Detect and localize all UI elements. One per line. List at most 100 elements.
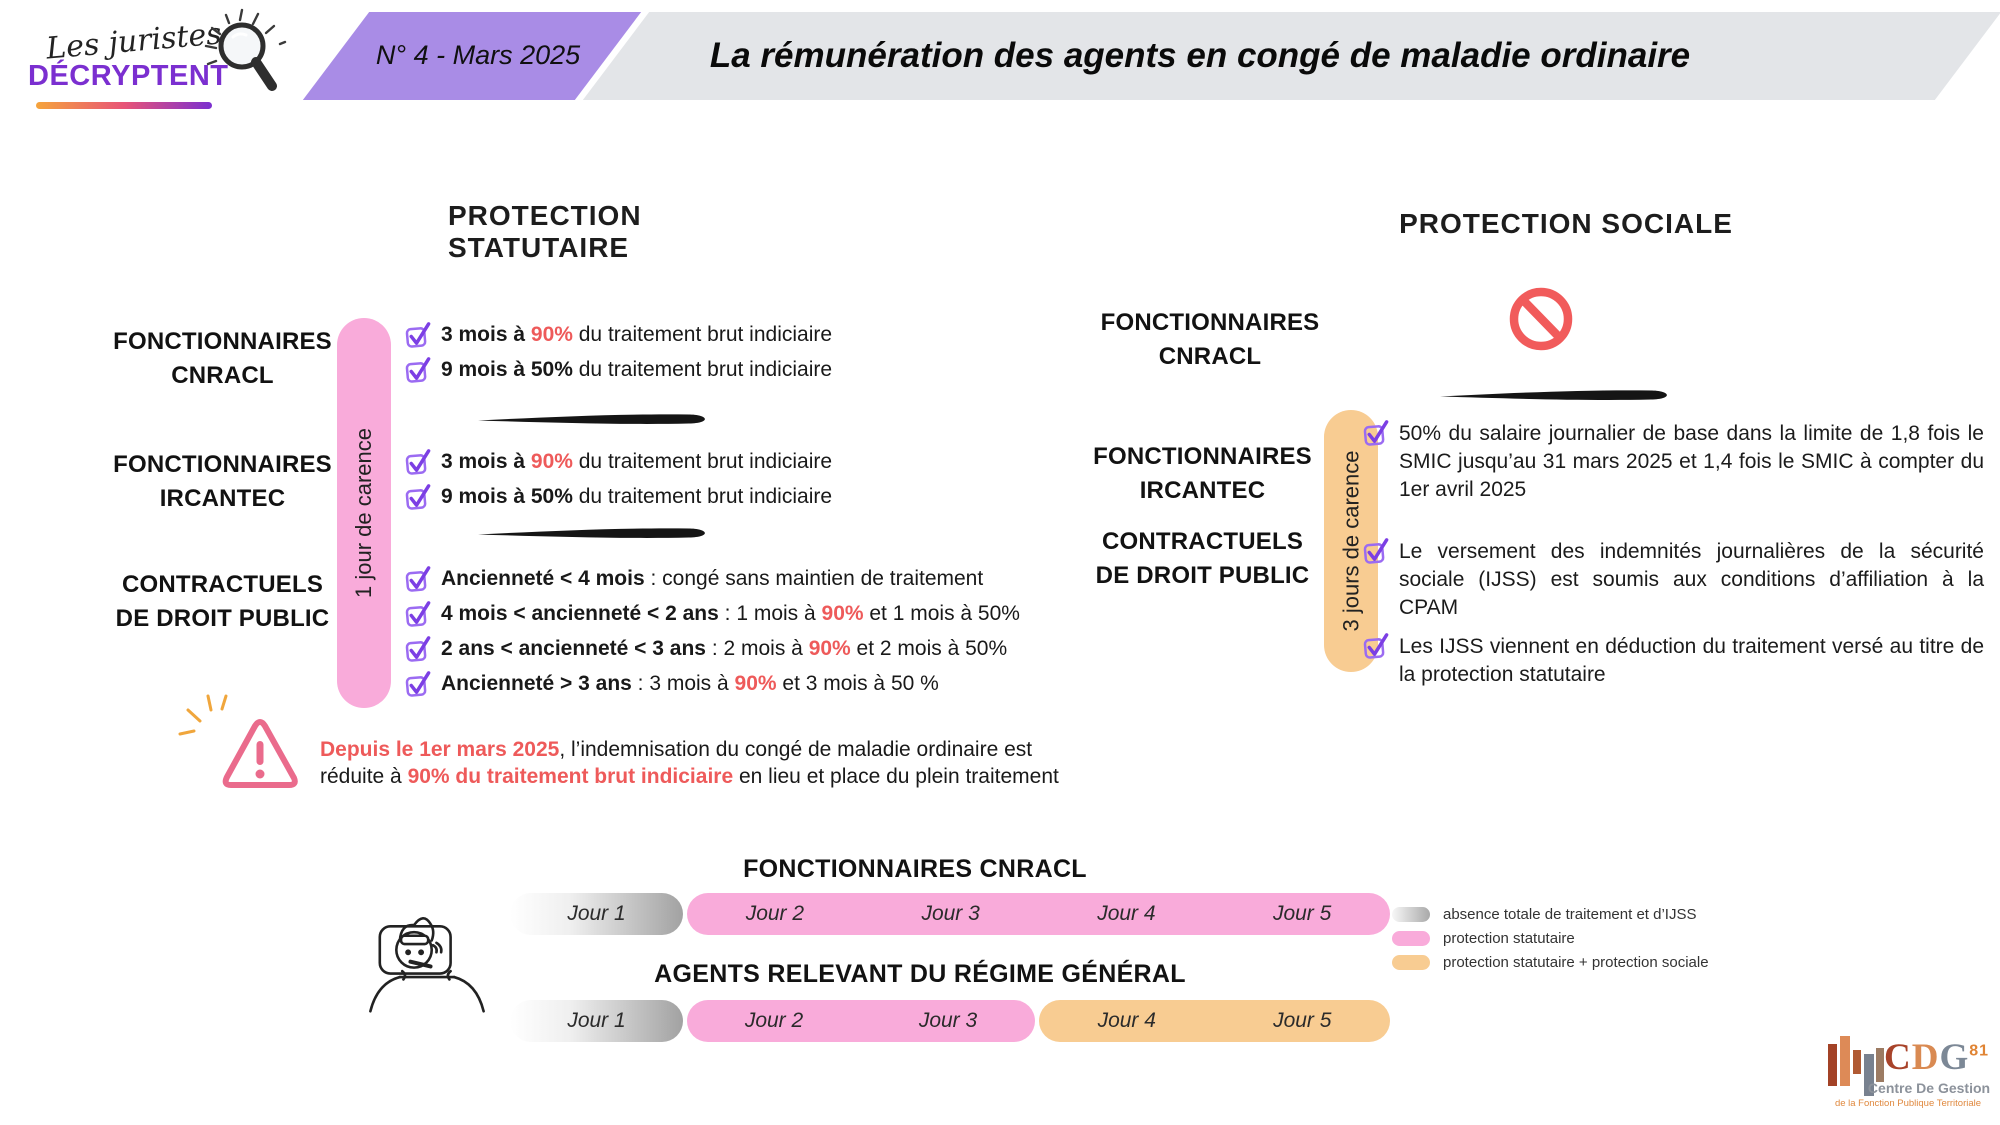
text-bold: 9 mois à 50% — [441, 358, 573, 381]
text-plain: du traitement brut indiciaire — [572, 358, 833, 381]
cdg-logo-letters: CDG81 — [1884, 1036, 1989, 1079]
text-bold: Ancienneté < 4 mois — [441, 567, 645, 590]
label-fonctionnaires-ircantec-left: FONCTIONNAIRES IRCANTEC — [110, 448, 335, 516]
day-label: Jour 2 — [744, 1009, 804, 1032]
legend-swatch-orange — [1392, 954, 1430, 970]
day-segment-gray: Jour 1 — [510, 893, 683, 935]
divider-stroke — [1440, 390, 1667, 400]
check-item-text: 50% du salaire journalier de base dans l… — [1399, 422, 1984, 501]
checkbox-icon — [1362, 420, 1389, 447]
label-contractuels-left: CONTRACTUELS DE DROIT PUBLIC — [100, 568, 345, 636]
warning-line-2: réduite à 90% du traitement brut indicia… — [320, 764, 1059, 791]
day-label: Jour 5 — [1273, 1009, 1332, 1032]
label-line: DE DROIT PUBLIC — [115, 605, 330, 632]
label-line: IRCANTEC — [159, 485, 286, 512]
check-item: Ancienneté < 4 mois : congé sans maintie… — [404, 566, 983, 593]
cdg-logo-bars — [1828, 1036, 1884, 1096]
timeline-title-cnracl: FONCTIONNAIRES CNRACL — [743, 855, 1087, 883]
issue-badge: N° 4 - Mars 2025 — [375, 40, 581, 70]
legend-swatch-gray — [1392, 906, 1430, 922]
text-bold: 3 mois à — [441, 450, 531, 473]
warning-triangle-icon — [222, 719, 298, 788]
legend-row: protection statutaire — [1392, 926, 1709, 950]
check-item: 50% du salaire journalier de base dans l… — [1362, 420, 1984, 504]
day-segment-pink: Jour 2 Jour 3 — [687, 1000, 1035, 1042]
day-label: Jour 5 — [1272, 902, 1332, 925]
carence-label: 1 jour de carence — [351, 428, 376, 598]
checkbox-icon — [404, 357, 431, 384]
text-plain: réduite à — [320, 764, 408, 788]
checkbox-icon — [404, 449, 431, 476]
label-contractuels-right: CONTRACTUELS DE DROIT PUBLIC — [1080, 525, 1325, 593]
text-red: Depuis le 1er mars 2025 — [320, 738, 560, 761]
check-item-text: Les IJSS viennent en déduction du traite… — [1399, 635, 1984, 686]
check-item-text: Ancienneté < 4 mois : congé sans maintie… — [441, 566, 983, 592]
check-item: 3 mois à 90% du traitement brut indiciai… — [404, 322, 832, 349]
checkbox-icon — [1362, 633, 1389, 660]
text-red: 90% — [808, 637, 851, 660]
checkbox-icon — [404, 636, 431, 663]
carence-pill-social: 3 jours de carence — [1324, 410, 1378, 672]
no-entry-icon — [1509, 287, 1573, 351]
legend: absence totale de traitement et d’IJSS p… — [1392, 902, 1709, 974]
text-red: 90% du traitement brut indiciaire — [407, 764, 734, 788]
text-plain: : congé sans maintien de traitement — [644, 567, 984, 590]
legend-label: absence totale de traitement et d’IJSS — [1443, 905, 1697, 923]
text-plain: du traitement brut indiciaire — [572, 485, 833, 508]
label-line: DE DROIT PUBLIC — [1095, 562, 1310, 589]
checkbox-icon — [1362, 538, 1389, 565]
legend-row: protection statutaire + protection socia… — [1392, 950, 1709, 974]
divider-stroke — [478, 414, 705, 424]
label-line: CNRACL — [1158, 343, 1262, 370]
warning-rays-icon — [178, 694, 228, 736]
checkbox-icon — [404, 671, 431, 698]
check-item-text: Le versement des indemnités journalières… — [1399, 540, 1984, 619]
magnifier-icon — [204, 8, 287, 91]
day-segment-orange: Jour 4 Jour 5 — [1039, 1000, 1390, 1042]
text-red: 90% — [530, 450, 573, 473]
text-red: 90% — [821, 602, 864, 625]
check-item-text: 9 mois à 50% du traitement brut indiciai… — [441, 357, 832, 383]
checkbox-icon — [404, 484, 431, 511]
warning-text: Depuis le 1er mars 2025, l’indemnisation… — [320, 737, 1059, 790]
text-plain: : 3 mois à — [631, 672, 735, 695]
social-heading: PROTECTION SOCIALE — [1386, 196, 1746, 252]
checkbox-icon — [404, 601, 431, 628]
day-label: Jour 1 — [567, 902, 626, 925]
carence-label: 3 jours de carence — [1338, 450, 1363, 632]
brand-name: DÉCRYPTENT — [28, 60, 229, 92]
label-line: FONCTIONNAIRES — [1093, 443, 1312, 470]
check-item: Ancienneté > 3 ans : 3 mois à 90% et 3 m… — [404, 671, 939, 698]
legend-label: protection statutaire — [1443, 929, 1575, 947]
text-bold: 4 mois < ancienneté < 2 ans — [441, 602, 719, 625]
cdg-letter: G — [1939, 1037, 1970, 1078]
check-item: Le versement des indemnités journalières… — [1362, 538, 1984, 622]
brand-underline — [36, 102, 212, 109]
text-red: 90% — [530, 323, 573, 346]
text-plain: , l’indemnisation du congé de maladie or… — [559, 738, 1033, 761]
check-item-text: 2 ans < ancienneté < 3 ans : 2 mois à 90… — [441, 636, 1007, 662]
text-bold: 3 mois à — [441, 323, 531, 346]
day-label: Jour 3 — [918, 1009, 978, 1032]
divider-stroke — [478, 528, 705, 538]
check-item-text: 3 mois à 90% du traitement brut indiciai… — [441, 322, 832, 348]
day-label: Jour 4 — [1097, 902, 1156, 925]
text-plain: : 1 mois à — [718, 602, 822, 625]
check-item-text: 4 mois < ancienneté < 2 ans : 1 mois à 9… — [441, 601, 1020, 627]
check-item-text: Ancienneté > 3 ans : 3 mois à 90% et 3 m… — [441, 671, 939, 697]
label-fonctionnaires-cnracl-right: FONCTIONNAIRES CNRACL — [1100, 306, 1320, 374]
check-item: 3 mois à 90% du traitement brut indiciai… — [404, 449, 832, 476]
label-line: CNRACL — [171, 362, 274, 389]
checkbox-icon — [404, 566, 431, 593]
check-item-text: 9 mois à 50% du traitement brut indiciai… — [441, 484, 832, 510]
check-item: 2 ans < ancienneté < 3 ans : 2 mois à 90… — [404, 636, 1007, 663]
cdg-logo-line1: Centre De Gestion — [1867, 1080, 1991, 1096]
warning-line-1: Depuis le 1er mars 2025, l’indemnisation… — [320, 737, 1059, 764]
check-item: 9 mois à 50% du traitement brut indiciai… — [404, 484, 832, 511]
day-label: Jour 4 — [1097, 1009, 1156, 1032]
checkbox-icon — [404, 322, 431, 349]
social-heading-text: PROTECTION SOCIALE — [1399, 208, 1733, 239]
label-fonctionnaires-cnracl-left: FONCTIONNAIRES CNRACL — [110, 325, 335, 393]
label-line: FONCTIONNAIRES — [113, 451, 332, 478]
cdg-letter: C — [1884, 1037, 1912, 1078]
